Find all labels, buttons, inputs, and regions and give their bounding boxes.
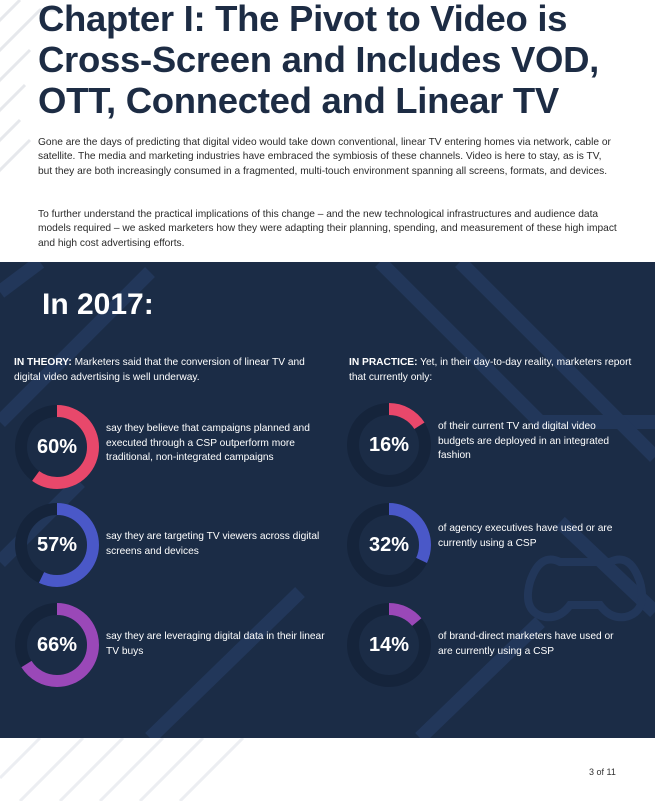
ring-progress-arc [347, 403, 431, 487]
donut-ring [347, 603, 431, 687]
stat-percentage: 32% [368, 534, 410, 556]
donut-ring [347, 403, 431, 487]
stat-description: say they believe that campaigns planned … [106, 423, 310, 463]
ring-progress-arc [15, 405, 99, 489]
stat-description: say they are leveraging digital data in … [106, 631, 325, 657]
panel-background-pattern [0, 262, 655, 738]
practice-intro: IN PRACTICE: Yet, in their day-to-day re… [349, 356, 634, 385]
stat-description: of their current TV and digital video bu… [438, 421, 610, 461]
theory-intro: IN THEORY: Marketers said that the conve… [14, 356, 314, 385]
donut-ring [347, 503, 431, 587]
donut-ring [15, 603, 99, 687]
decorative-lines-top [0, 0, 60, 173]
donut-ring [15, 405, 99, 489]
theory-label: IN THEORY: [14, 357, 72, 368]
stat-percentage: 66% [36, 634, 78, 656]
donut-ring [15, 503, 99, 587]
practice-text: Yet, in their day-to-day reality, market… [349, 357, 632, 383]
page-number: 3 of 11 [589, 767, 616, 777]
stat-description: of agency executives have used or are cu… [438, 523, 613, 549]
stat-percentage: 16% [368, 434, 410, 456]
stats-panel: In 2017: IN THEORY: Marketers said that … [0, 262, 655, 738]
ring-progress-arc [15, 503, 99, 587]
stat-description: of brand-direct marketers have used or a… [438, 631, 614, 657]
stat-description: say they are targeting TV viewers across… [106, 531, 320, 557]
ring-progress-arc [347, 603, 431, 687]
stat-percentage: 57% [36, 534, 78, 556]
practice-label: IN PRACTICE: [349, 357, 418, 368]
ring-progress-arc [15, 603, 99, 687]
intro-paragraph-1: Gone are the days of predicting that dig… [38, 137, 611, 177]
stat-percentage: 14% [368, 634, 410, 656]
stat-percentage: 60% [36, 436, 78, 458]
theory-text: Marketers said that the conversion of li… [14, 357, 305, 383]
page-title: Chapter I: The Pivot to Video is Cross-S… [38, 0, 599, 121]
ring-progress-arc [347, 503, 431, 587]
year-heading: In 2017: [42, 288, 154, 321]
decorative-lines-bottom [0, 738, 245, 801]
intro-paragraph-2: To further understand the practical impl… [38, 209, 617, 249]
